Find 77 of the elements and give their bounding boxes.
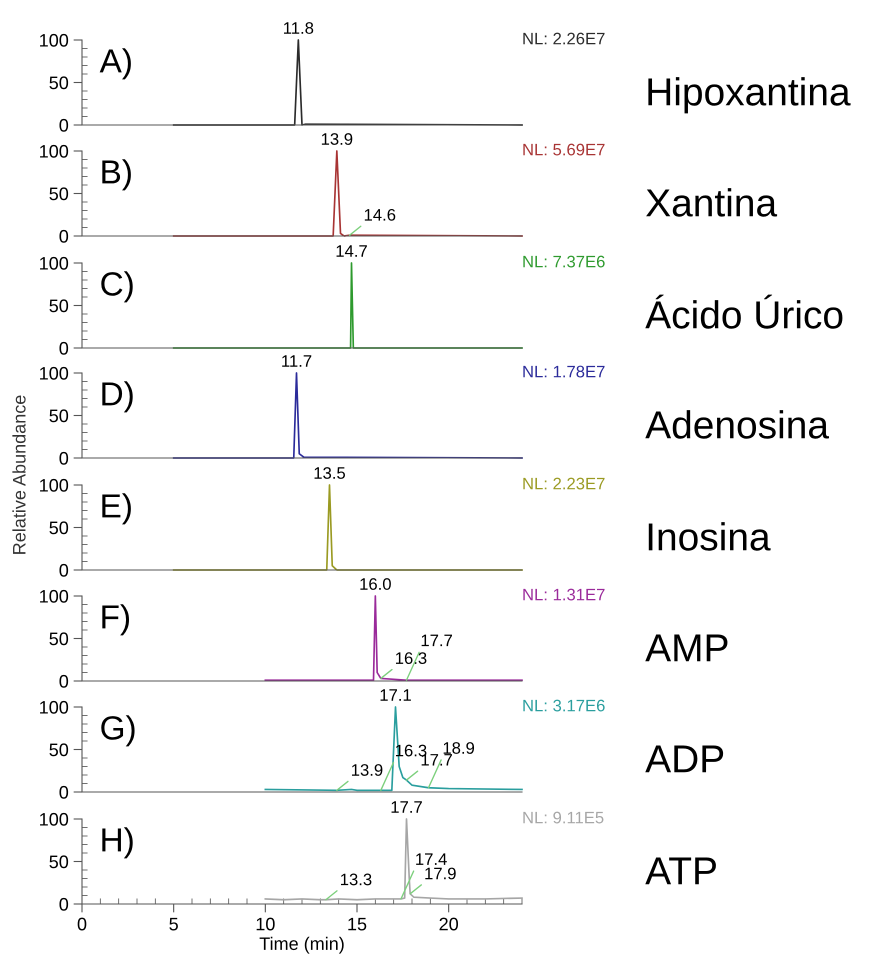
- line-series: [172, 150, 523, 237]
- text: NL: 3.17E6: [523, 700, 605, 712]
- annotation: 17.4: [416, 853, 447, 865]
- x-tick-label: 10: [256, 918, 275, 930]
- text: NL: 7.37E6: [523, 256, 605, 268]
- text: ADP: [645, 746, 724, 772]
- annotation: 18.9: [444, 742, 474, 754]
- annotation: 17.9: [425, 868, 456, 880]
- annotation: 16.0: [360, 578, 391, 590]
- annotation: 17.7: [422, 754, 452, 766]
- y-tick-label: 0: [59, 118, 68, 132]
- annotation: 16.3: [396, 652, 426, 664]
- y-tick-label: 0: [59, 342, 68, 355]
- x-tick-label: 15: [348, 918, 366, 930]
- annotation: 14.7: [336, 245, 367, 257]
- line-series: [264, 595, 523, 681]
- text: Hipoxantina: [648, 77, 851, 114]
- text: NL: 1.78E7: [523, 366, 605, 378]
- annotation: 13.3: [340, 874, 372, 886]
- y-tick-label: 50: [49, 409, 68, 422]
- line-series: [264, 818, 523, 901]
- y-axis-title: Relative Abundance: [12, 395, 26, 554]
- annotation: B): [102, 159, 131, 190]
- y-tick-label: 50: [49, 187, 68, 200]
- x-tick-label: 5: [169, 918, 178, 930]
- text: AMP: [645, 634, 728, 662]
- annotation: 17.7: [422, 634, 452, 646]
- annotation: 13.9: [322, 133, 352, 145]
- annotation: E): [102, 493, 131, 524]
- y-tick-label: 0: [59, 898, 68, 911]
- y-tick-label: 50: [49, 632, 68, 646]
- y-tick-label: 0: [59, 230, 68, 243]
- line-series: [264, 706, 523, 792]
- y-tick-label: 100: [40, 478, 68, 492]
- x-axis-title: Time (min): [260, 936, 344, 954]
- text: ATP: [645, 858, 716, 884]
- annotation: 14.6: [364, 208, 396, 221]
- annotation: G): [101, 715, 135, 746]
- y-tick-label: 50: [49, 521, 68, 534]
- y-tick-label: 50: [49, 76, 68, 90]
- annotation: C): [101, 271, 133, 302]
- y-tick-label: 100: [40, 590, 68, 603]
- annotation: 17.1: [380, 689, 411, 701]
- text: Inosina: [648, 522, 771, 551]
- y-tick-label: 0: [59, 674, 68, 688]
- line-series: [172, 372, 523, 459]
- text: NL: 9.11E5: [523, 812, 604, 824]
- text: Xantina: [646, 188, 778, 217]
- annotation: 13.5: [314, 467, 346, 479]
- annotation: 11.7: [282, 355, 312, 367]
- y-tick-label: 100: [40, 366, 68, 380]
- annotation: 17.7: [392, 801, 422, 813]
- annotation: D): [102, 381, 133, 412]
- text: NL: 2.26E7: [523, 32, 605, 44]
- y-tick-label: 50: [49, 299, 68, 312]
- annotation: 11.8: [284, 22, 314, 34]
- annotation: F): [102, 604, 129, 636]
- text: NL: 1.31E7: [523, 588, 605, 600]
- y-tick-label: 100: [40, 812, 68, 826]
- y-tick-label: 50: [49, 743, 68, 756]
- x-tick-label: 0: [78, 918, 86, 930]
- annotation: H): [102, 827, 133, 858]
- y-tick-label: 100: [40, 700, 68, 714]
- x-tick-label: 20: [440, 918, 458, 930]
- text: Adenosina: [645, 410, 829, 439]
- text: NL: 5.69E7: [523, 144, 605, 156]
- y-tick-label: 0: [59, 564, 68, 577]
- annotation: 13.9: [352, 764, 382, 776]
- y-tick-label: 0: [59, 452, 68, 465]
- y-tick-label: 100: [40, 144, 68, 158]
- text: Ácido Úrico: [645, 294, 842, 329]
- y-tick-label: 50: [49, 855, 68, 868]
- y-tick-label: 100: [40, 34, 68, 47]
- text: NL: 2.23E7: [523, 478, 605, 490]
- annotation: A): [100, 48, 131, 80]
- y-tick-label: 100: [40, 256, 68, 270]
- y-tick-label: 0: [59, 786, 68, 799]
